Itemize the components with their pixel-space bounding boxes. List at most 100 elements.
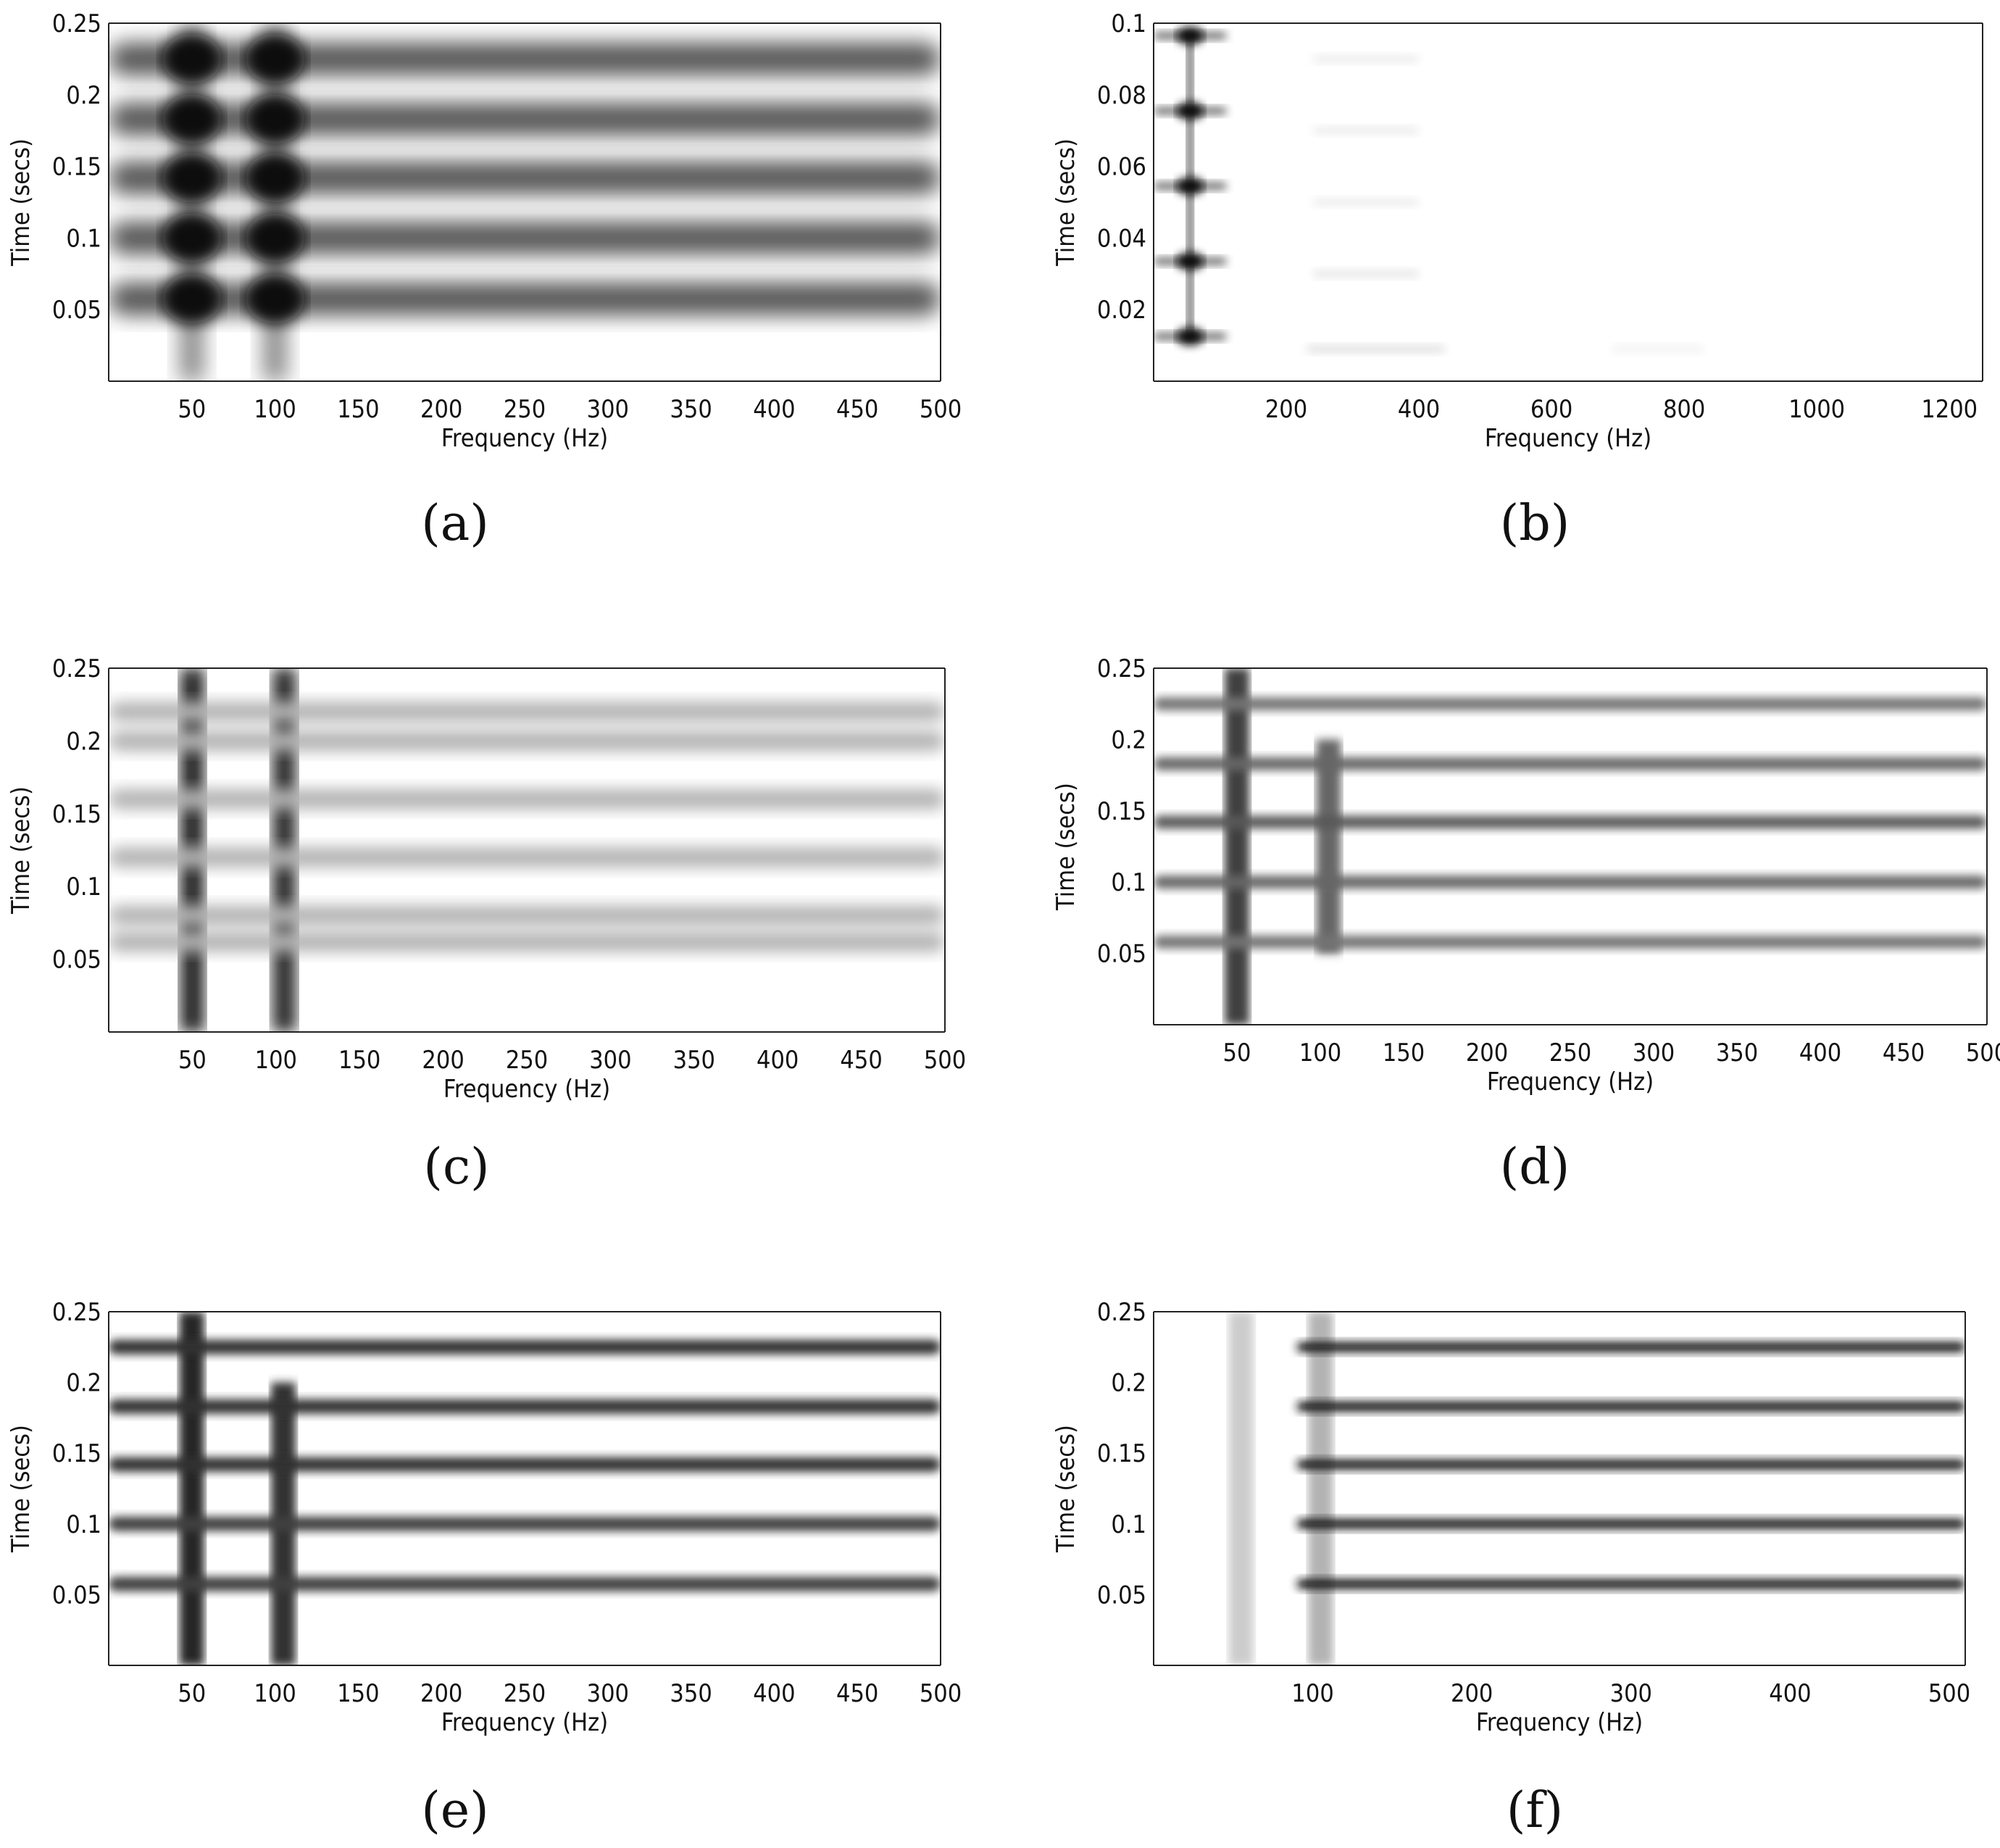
vertical-band-1 [1308, 1312, 1333, 1665]
plot-area [1228, 1312, 1965, 1665]
horizontal-band-0 [109, 931, 945, 952]
x-axis-label: Frequency (Hz) [1487, 1067, 1654, 1096]
x-tick-label: 200 [1265, 395, 1307, 424]
x-tick-label: 200 [420, 1679, 462, 1708]
x-tick-label: 200 [422, 1046, 464, 1075]
x-tick-label: 200 [1451, 1679, 1493, 1708]
horizontal-band-5 [109, 702, 945, 723]
horizontal-band-6 [1312, 270, 1420, 278]
horizontal-band-0 [1154, 935, 1987, 949]
x-tick-label: 500 [920, 395, 962, 424]
y-tick-label: 0.15 [52, 153, 101, 182]
x-tick-label: 450 [840, 1046, 882, 1075]
y-tick-label: 0.05 [52, 946, 101, 975]
y-tick-label: 0.02 [1097, 296, 1146, 325]
x-axis-label: Frequency (Hz) [441, 424, 608, 453]
x-tick-label: 450 [1883, 1039, 1925, 1067]
panel-caption: (f) [1507, 1782, 1563, 1839]
dark-spot-9 [245, 34, 305, 84]
x-tick-label: 350 [670, 395, 712, 424]
x-tick-label: 300 [589, 1046, 631, 1075]
panel-caption: (b) [1500, 495, 1570, 552]
dark-spot-3 [162, 94, 222, 144]
horizontal-band-4 [109, 1339, 941, 1354]
x-tick-label: 100 [1299, 1039, 1341, 1067]
x-tick-label: 250 [504, 395, 546, 424]
horizontal-band-3 [109, 788, 945, 809]
x-tick-label: 100 [254, 1679, 296, 1708]
panel-caption: (e) [421, 1782, 488, 1839]
y-tick-label: 0.2 [1111, 725, 1146, 754]
dark-spot-4 [162, 34, 222, 84]
x-tick-label: 300 [1610, 1679, 1652, 1708]
x-tick-label: 150 [1383, 1039, 1425, 1067]
horizontal-band-0 [1296, 1578, 1965, 1589]
y-tick-label: 0.1 [1111, 1510, 1146, 1539]
dark-spot-2 [1176, 177, 1204, 195]
x-axis-label: Frequency (Hz) [1476, 1708, 1643, 1737]
panel-1: 200 400 600 800 1000 1200 0.02 0.04 0.06 0.08 0.1 F… [1051, 9, 1983, 552]
dark-spot-4 [1176, 27, 1204, 45]
dark-spot-0 [1176, 328, 1204, 346]
y-tick-label: 0.08 [1097, 81, 1146, 110]
x-tick-label: 100 [254, 395, 296, 424]
x-tick-label: 450 [836, 1679, 878, 1708]
y-tick-label: 0.05 [52, 1581, 101, 1610]
dark-spot-1 [162, 213, 222, 263]
x-tick-label: 800 [1663, 395, 1705, 424]
y-axis-label: Time (secs) [1051, 138, 1080, 267]
x-tick-label: 300 [587, 395, 629, 424]
dark-spot-1 [1176, 252, 1204, 270]
horizontal-band-8 [1312, 127, 1420, 135]
horizontal-band-1 [109, 221, 941, 255]
horizontal-band-5 [1306, 345, 1446, 353]
y-axis-label: Time (secs) [7, 138, 36, 267]
x-tick-label: 50 [178, 395, 206, 424]
panel-caption: (d) [1500, 1139, 1570, 1196]
dark-spot-5 [245, 274, 305, 324]
x-tick-label: 400 [753, 395, 795, 424]
horizontal-band-10 [1611, 345, 1704, 353]
horizontal-band-2 [109, 161, 941, 195]
y-tick-label: 0.05 [52, 296, 101, 325]
panel-2: 50 100 150 200 250 300 350 400 450 500 0.05 0.1 0.15… [7, 654, 966, 1196]
x-tick-label: 250 [1549, 1039, 1591, 1067]
y-tick-label: 0.05 [1097, 940, 1146, 969]
y-tick-label: 0.1 [1111, 868, 1146, 897]
horizontal-band-0 [109, 1576, 941, 1591]
y-tick-label: 0.15 [1097, 797, 1146, 826]
x-tick-label: 250 [506, 1046, 548, 1075]
y-axis-label: Time (secs) [1051, 783, 1080, 911]
y-tick-label: 0.15 [1097, 1439, 1146, 1468]
horizontal-band-4 [109, 42, 941, 76]
vertical-band-0 [1228, 1312, 1254, 1665]
horizontal-band-4 [109, 731, 945, 752]
x-tick-label: 500 [1928, 1679, 1970, 1708]
panel-4: 50 100 150 200 250 300 350 400 450 500 0.05 0.1 0.15… [7, 1298, 962, 1839]
horizontal-band-7 [1312, 199, 1420, 206]
horizontal-band-1 [109, 905, 945, 926]
x-tick-label: 500 [924, 1046, 966, 1075]
panel-3: 50 100 150 200 250 300 350 400 450 500 0.05 0.1 0.15… [1051, 654, 2000, 1196]
horizontal-band-2 [109, 1457, 941, 1472]
y-tick-label: 0.25 [1097, 654, 1146, 683]
y-tick-label: 0.1 [66, 224, 101, 253]
x-tick-label: 400 [1799, 1039, 1841, 1067]
horizontal-band-2 [109, 847, 945, 868]
x-tick-label: 50 [178, 1046, 207, 1075]
x-tick-label: 300 [1633, 1039, 1675, 1067]
dark-spot-7 [245, 153, 305, 203]
horizontal-band-2 [1296, 1459, 1965, 1470]
y-tick-label: 0.15 [52, 1439, 101, 1468]
x-tick-label: 400 [1769, 1679, 1811, 1708]
x-axis-label: Frequency (Hz) [443, 1075, 610, 1104]
y-tick-label: 0.15 [52, 800, 101, 829]
horizontal-band-3 [1154, 757, 1987, 770]
x-tick-label: 150 [337, 1679, 379, 1708]
horizontal-band-9 [1312, 55, 1420, 63]
y-tick-label: 0.1 [66, 1510, 101, 1539]
x-tick-label: 500 [1966, 1039, 2000, 1067]
plot-area [1154, 27, 1704, 353]
dark-spot-2 [162, 153, 222, 203]
